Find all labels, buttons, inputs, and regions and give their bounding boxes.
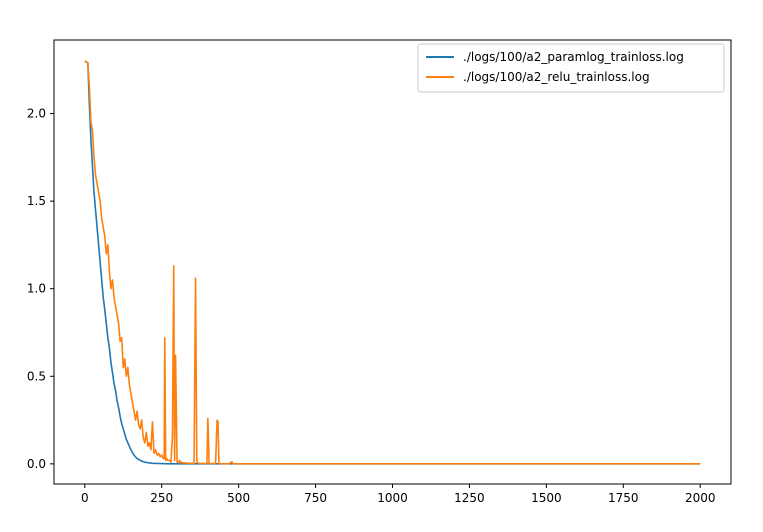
x-tick-label: 750 xyxy=(304,491,327,505)
series-line-2 xyxy=(84,60,701,465)
x-tick-label: 250 xyxy=(150,491,173,505)
y-axis: 0.0 0.5 1.0 1.5 2.0 xyxy=(27,107,54,471)
y-tick-label: 0.5 xyxy=(27,369,46,383)
x-tick-label: 2000 xyxy=(685,491,716,505)
y-tick-label: 1.0 xyxy=(27,282,46,296)
legend-label: ./logs/100/a2_paramlog_trainloss.log xyxy=(463,50,684,64)
legend-label: ./logs/100/a2_relu_trainloss.log xyxy=(463,70,650,84)
legend-box xyxy=(417,43,725,93)
x-tick-label: 0 xyxy=(81,491,89,505)
x-tick-label: 500 xyxy=(227,491,250,505)
y-tick-label: 0.0 xyxy=(27,457,46,471)
series-line-1 xyxy=(84,60,701,465)
y-tick-label: 2.0 xyxy=(27,107,46,121)
y-tick-label: 1.5 xyxy=(27,194,46,208)
series-layer xyxy=(84,60,701,465)
x-tick-label: 1250 xyxy=(454,491,485,505)
x-tick-label: 1750 xyxy=(608,491,639,505)
x-tick-label: 1000 xyxy=(377,491,408,505)
legend: ./logs/100/a2_paramlog_trainloss.log ./lo… xyxy=(417,43,725,93)
x-tick-label: 1500 xyxy=(531,491,562,505)
x-axis: 0 250 500 750 1000 1250 1500 1750 2000 xyxy=(81,484,716,505)
